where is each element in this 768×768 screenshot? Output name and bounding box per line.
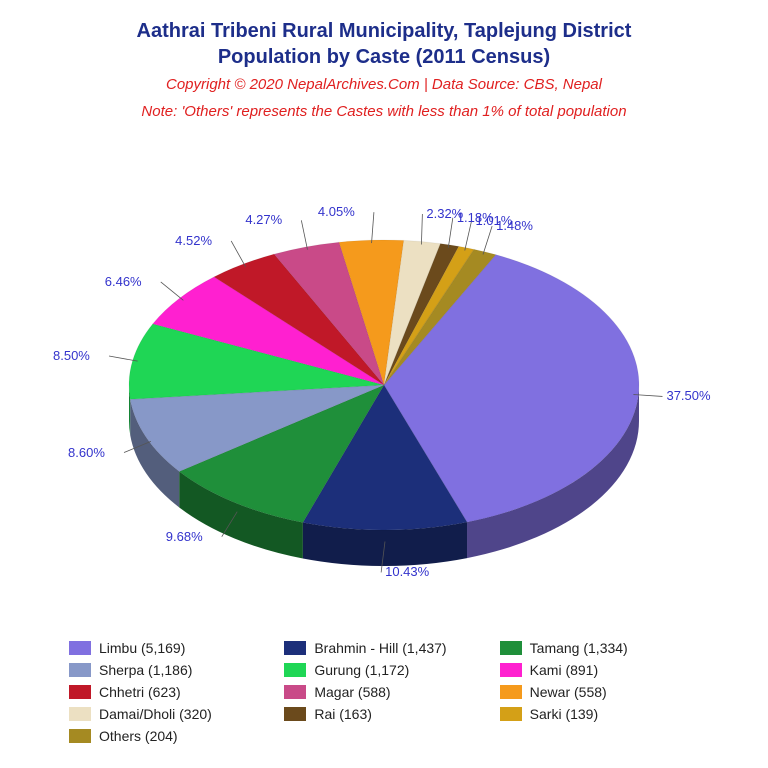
legend-item: Others (204) <box>69 728 268 744</box>
legend-label: Brahmin - Hill (1,437) <box>314 640 446 656</box>
chart-title: Aathrai Tribeni Rural Municipality, Tapl… <box>0 18 768 70</box>
title-line-2: Population by Caste (2011 Census) <box>218 46 550 68</box>
slice-label: 6.46% <box>105 274 142 289</box>
legend-label: Others (204) <box>99 728 178 744</box>
legend-item: Chhetri (623) <box>69 684 268 700</box>
legend-swatch <box>69 707 91 721</box>
chart-header: Aathrai Tribeni Rural Municipality, Tapl… <box>0 0 768 120</box>
legend-item: Kami (891) <box>500 662 699 678</box>
legend-item: Sarki (139) <box>500 706 699 722</box>
title-line-1: Aathrai Tribeni Rural Municipality, Tapl… <box>137 20 632 42</box>
slice-label: 8.60% <box>68 445 105 460</box>
legend-swatch <box>500 663 522 677</box>
copyright-text: Copyright © 2020 NepalArchives.Com | Dat… <box>0 76 768 93</box>
legend-label: Gurung (1,172) <box>314 662 409 678</box>
slice-label: 4.05% <box>318 204 355 219</box>
legend-swatch <box>284 663 306 677</box>
slice-label: 10.43% <box>385 564 429 579</box>
slice-label: 1.48% <box>496 218 533 233</box>
legend-swatch <box>69 641 91 655</box>
slice-label: 4.27% <box>245 212 282 227</box>
legend-item: Newar (558) <box>500 684 699 700</box>
legend-item: Limbu (5,169) <box>69 640 268 656</box>
pie-svg <box>0 155 768 575</box>
legend: Limbu (5,169) Brahmin - Hill (1,437) Taman… <box>69 640 699 744</box>
pie-chart: 37.50%10.43%9.68%8.60%8.50%6.46%4.52%4.2… <box>0 155 768 575</box>
legend-swatch <box>500 641 522 655</box>
legend-label: Damai/Dholi (320) <box>99 706 212 722</box>
legend-label: Tamang (1,334) <box>530 640 628 656</box>
legend-item: Gurung (1,172) <box>284 662 483 678</box>
legend-label: Magar (588) <box>314 684 390 700</box>
legend-label: Sarki (139) <box>530 706 598 722</box>
slice-label: 8.50% <box>53 348 90 363</box>
legend-swatch <box>284 707 306 721</box>
legend-item: Damai/Dholi (320) <box>69 706 268 722</box>
legend-item: Magar (588) <box>284 684 483 700</box>
legend-item: Sherpa (1,186) <box>69 662 268 678</box>
legend-label: Newar (558) <box>530 684 607 700</box>
legend-label: Rai (163) <box>314 706 372 722</box>
slice-label: 9.68% <box>166 529 203 544</box>
legend-label: Kami (891) <box>530 662 598 678</box>
legend-item: Tamang (1,334) <box>500 640 699 656</box>
legend-label: Sherpa (1,186) <box>99 662 192 678</box>
legend-item: Brahmin - Hill (1,437) <box>284 640 483 656</box>
legend-label: Limbu (5,169) <box>99 640 185 656</box>
legend-swatch <box>500 685 522 699</box>
legend-swatch <box>69 729 91 743</box>
legend-swatch <box>284 685 306 699</box>
legend-swatch <box>69 685 91 699</box>
slice-label: 4.52% <box>175 233 212 248</box>
legend-swatch <box>69 663 91 677</box>
legend-item: Rai (163) <box>284 706 483 722</box>
slice-label: 37.50% <box>666 388 710 403</box>
legend-label: Chhetri (623) <box>99 684 181 700</box>
note-text: Note: 'Others' represents the Castes wit… <box>0 103 768 120</box>
legend-swatch <box>284 641 306 655</box>
legend-swatch <box>500 707 522 721</box>
